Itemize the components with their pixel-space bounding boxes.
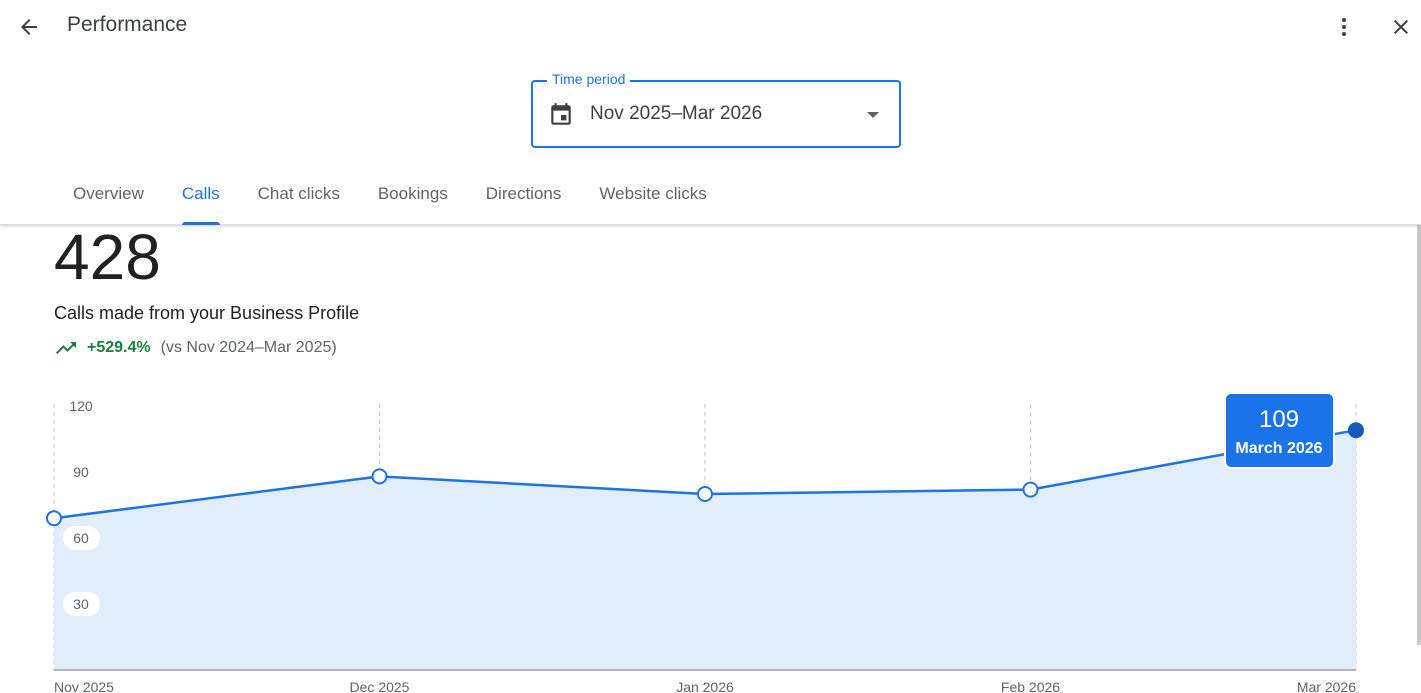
y-tick-label: 120 (69, 398, 93, 414)
time-period-label: Time period (547, 71, 631, 87)
x-tick-label: Mar 2026 (1297, 679, 1356, 693)
metric-description: Calls made from your Business Profile (54, 303, 360, 323)
chart-points (46, 422, 1364, 527)
calendar-icon (551, 103, 571, 125)
y-tick-label: 90 (73, 464, 89, 480)
chart-point-selected[interactable] (1348, 422, 1364, 439)
chart-point[interactable] (46, 510, 62, 527)
tab-directions[interactable]: Directions (485, 184, 562, 203)
scrollbar[interactable] (1417, 225, 1421, 645)
x-tick-label: Feb 2026 (1001, 679, 1060, 693)
close-button[interactable] (1382, 8, 1420, 46)
trending-up-icon (56, 342, 76, 354)
time-period-select[interactable]: Time period Nov 2025–Mar 2026 (531, 71, 901, 148)
top-bar: Performance Time period Nov 2025–Mar 202… (0, 0, 1421, 225)
x-tick-label: Jan 2026 (676, 679, 734, 693)
page-title: Performance (67, 13, 188, 36)
back-button[interactable] (10, 8, 48, 46)
tooltip-value: 109 (1259, 406, 1299, 433)
chart-point[interactable] (1022, 481, 1039, 498)
arrow-drop-down-icon (867, 112, 879, 118)
y-tick-label-bg (63, 592, 100, 616)
tab-bar: Overview Calls Chat clicks Bookings Dire… (54, 170, 726, 225)
tab-overview[interactable]: Overview (73, 184, 144, 203)
close-icon (1394, 20, 1408, 34)
y-tick-label-bg (63, 526, 100, 550)
more-options-button[interactable] (1328, 8, 1360, 46)
x-tick-labels: Nov 2025 Dec 2025 Jan 2026 Feb 2026 Mar 2026 (54, 679, 1356, 693)
chart-point[interactable] (371, 468, 388, 485)
tab-calls[interactable]: Calls (163, 170, 239, 225)
arrow-back-icon (21, 19, 37, 35)
y-tick-label: 60 (73, 530, 89, 546)
x-tick-label: Dec 2025 (350, 679, 410, 693)
total-calls-value: 428 (54, 221, 161, 293)
tab-chat-clicks[interactable]: Chat clicks (257, 184, 340, 203)
more-vert-icon (1342, 18, 1346, 36)
tab-website-clicks[interactable]: Website clicks (599, 184, 707, 203)
tab-bookings[interactable]: Bookings (377, 184, 448, 203)
tooltip-label: March 2026 (1235, 440, 1322, 457)
chart-point[interactable] (697, 486, 713, 502)
trend-percentage: +529.4% (87, 339, 151, 356)
time-period-value: Nov 2025–Mar 2026 (590, 103, 763, 124)
chart-tooltip: 109 March 2026 (1224, 392, 1335, 469)
x-tick-label: Nov 2025 (54, 679, 114, 693)
y-tick-label: 30 (73, 596, 89, 612)
trend-summary: +529.4% (vs Nov 2024–Mar 2025) (54, 336, 337, 360)
trend-comparison: (vs Nov 2024–Mar 2025) (160, 339, 337, 356)
y-tick-labels: 30 60 90 120 (63, 398, 100, 616)
